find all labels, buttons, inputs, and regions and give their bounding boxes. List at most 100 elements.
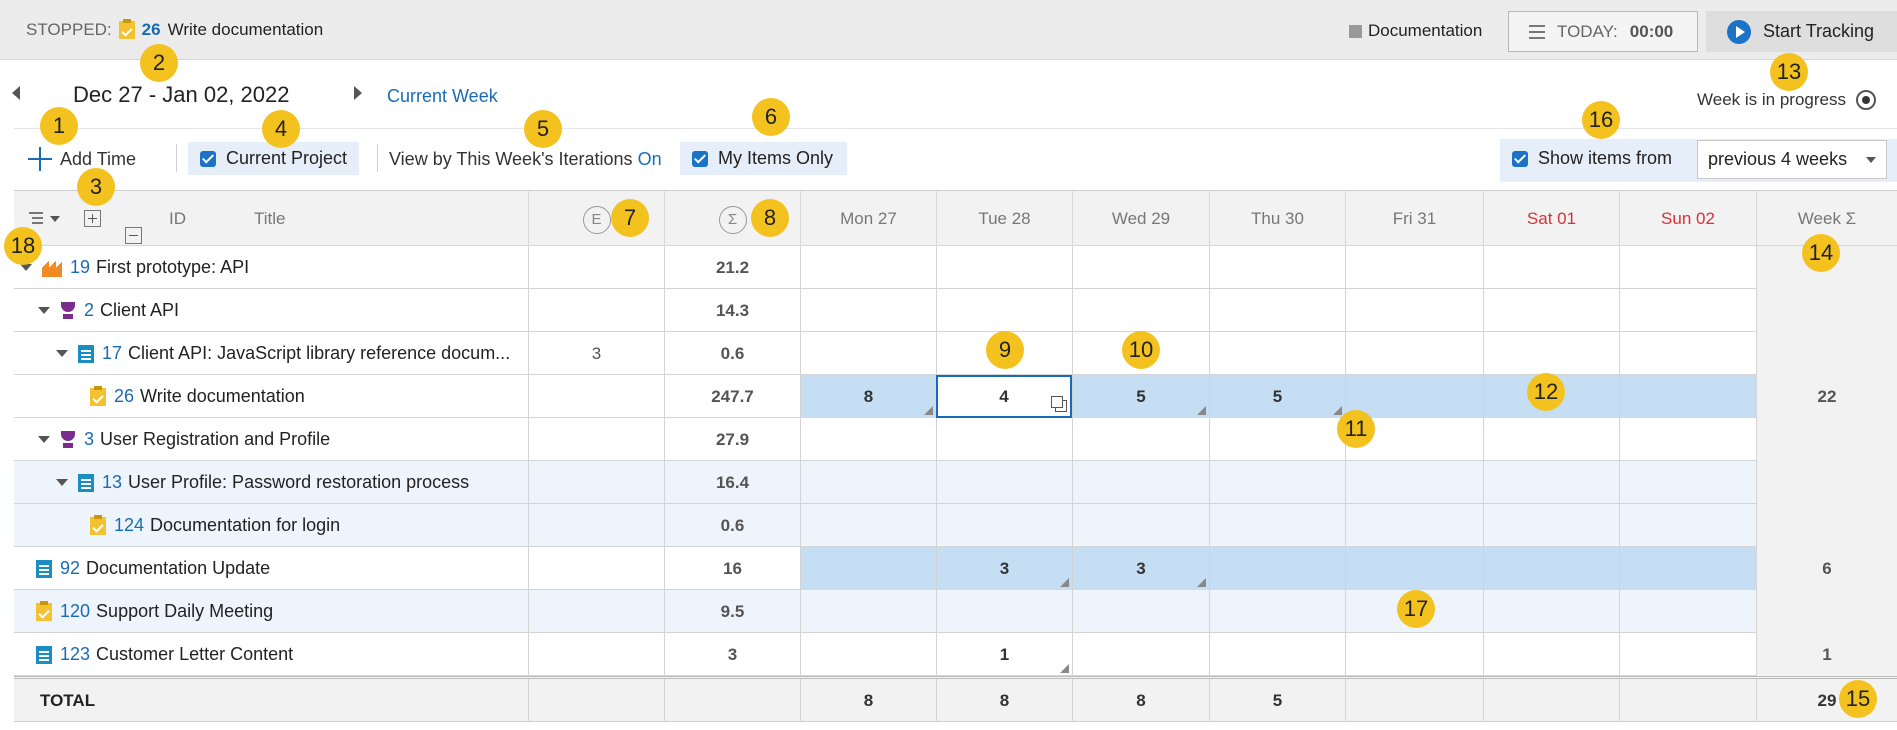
time-input-cell[interactable] — [1483, 633, 1619, 676]
time-input-cell[interactable] — [800, 590, 936, 633]
table-row[interactable]: 26 Write documentation 247.7 8 4 5 5 22 — [14, 375, 1897, 418]
previous-week-arrow-icon[interactable] — [12, 86, 20, 100]
time-input-cell[interactable] — [1209, 547, 1345, 590]
row-title-link[interactable]: Customer Letter Content — [96, 644, 294, 664]
time-input-cell[interactable] — [1072, 633, 1209, 676]
column-header-day[interactable]: Sun 02 — [1619, 191, 1756, 246]
row-id-link[interactable]: 13 — [102, 472, 123, 492]
table-row[interactable]: 2 Client API 14.3 — [14, 289, 1897, 332]
tracked-task-id[interactable]: 26 — [141, 20, 161, 39]
time-input-cell[interactable] — [800, 504, 936, 547]
column-header-day[interactable]: Thu 30 — [1209, 191, 1345, 246]
row-title-link[interactable]: Write documentation — [140, 386, 305, 406]
table-row[interactable]: 13 User Profile: Password restoration pro… — [14, 461, 1897, 504]
time-input-cell[interactable] — [1619, 590, 1756, 633]
radio-icon[interactable] — [1855, 90, 1876, 110]
collapse-toggle-icon[interactable] — [56, 350, 68, 357]
start-tracking-button[interactable]: Start Tracking — [1706, 11, 1897, 52]
column-header-id[interactable]: ID — [169, 209, 186, 228]
time-input-cell[interactable] — [1483, 246, 1619, 289]
row-id-link[interactable]: 123 — [60, 644, 91, 664]
add-time-button[interactable]: Add Time — [28, 146, 136, 172]
time-input-cell[interactable] — [1072, 504, 1209, 547]
table-row[interactable]: 3 User Registration and Profile 27.9 — [14, 418, 1897, 461]
comment-corner-icon[interactable] — [1060, 578, 1069, 587]
time-input-cell[interactable] — [936, 504, 1072, 547]
current-week-link[interactable]: Current Week — [387, 86, 498, 106]
collapse-toggle-icon[interactable] — [38, 436, 50, 443]
time-input-cell[interactable] — [1483, 418, 1619, 461]
row-title-link[interactable]: User Profile: Password restoration proce… — [128, 472, 470, 492]
time-input-cell[interactable] — [1209, 504, 1345, 547]
time-input-cell[interactable] — [1345, 375, 1483, 418]
time-input-cell[interactable] — [1072, 289, 1209, 332]
row-title-link[interactable]: Support Daily Meeting — [96, 601, 274, 621]
time-input-cell[interactable] — [1483, 332, 1619, 375]
time-input-cell[interactable] — [1072, 590, 1209, 633]
time-input-cell[interactable] — [1209, 418, 1345, 461]
column-header-day[interactable]: Tue 28 — [936, 191, 1072, 246]
current-project-toggle[interactable]: Current Project — [188, 142, 360, 175]
time-input-cell[interactable] — [1619, 246, 1756, 289]
row-id-link[interactable]: 26 — [114, 386, 135, 406]
tracked-task-title[interactable]: Write documentation — [167, 20, 324, 39]
time-input-cell[interactable] — [1209, 633, 1345, 676]
time-input-cell[interactable] — [800, 461, 936, 504]
time-input-cell[interactable] — [800, 332, 936, 375]
time-input-cell[interactable] — [1483, 289, 1619, 332]
time-input-cell[interactable] — [1345, 246, 1483, 289]
time-input-cell[interactable] — [800, 633, 936, 676]
time-input-cell[interactable] — [1345, 547, 1483, 590]
row-id-link[interactable]: 19 — [70, 257, 91, 277]
view-by-state[interactable]: On — [637, 149, 662, 169]
chevron-down-icon[interactable] — [50, 216, 60, 222]
expand-all-icon[interactable] — [84, 210, 101, 227]
checkbox-icon[interactable] — [1512, 150, 1528, 167]
time-input-cell[interactable] — [1483, 461, 1619, 504]
time-input-cell[interactable] — [1619, 375, 1756, 418]
period-dropdown[interactable]: previous 4 weeks — [1697, 140, 1887, 179]
comment-corner-icon[interactable] — [924, 406, 933, 415]
row-title-link[interactable]: Documentation for login — [150, 515, 341, 535]
time-input-cell[interactable] — [1483, 547, 1619, 590]
row-id-link[interactable]: 92 — [60, 558, 81, 578]
comment-corner-icon[interactable] — [1197, 406, 1206, 415]
time-input-cell[interactable] — [936, 590, 1072, 633]
time-input-cell[interactable] — [1345, 289, 1483, 332]
time-input-cell[interactable] — [1619, 418, 1756, 461]
time-input-cell[interactable] — [1072, 332, 1209, 375]
today-summary-button[interactable]: TODAY: 00:00 — [1508, 11, 1698, 52]
time-input-cell[interactable] — [1345, 332, 1483, 375]
time-input-cell[interactable] — [1209, 461, 1345, 504]
collapse-all-icon[interactable] — [125, 227, 142, 244]
table-row[interactable]: 92 Documentation Update 16 3 3 6 — [14, 547, 1897, 590]
row-title-link[interactable]: User Registration and Profile — [100, 429, 331, 449]
time-input-cell[interactable] — [800, 418, 936, 461]
time-input-cell[interactable] — [1619, 289, 1756, 332]
checkbox-icon[interactable] — [200, 150, 216, 167]
time-input-cell[interactable] — [936, 289, 1072, 332]
activity-selector[interactable]: Documentation — [1349, 21, 1482, 41]
time-input-cell[interactable] — [1619, 504, 1756, 547]
time-input-cell[interactable] — [936, 461, 1072, 504]
time-input-cell[interactable]: 3 — [936, 547, 1072, 590]
time-input-cell[interactable] — [1619, 547, 1756, 590]
comment-corner-icon[interactable] — [1333, 406, 1342, 415]
time-input-cell[interactable] — [800, 547, 936, 590]
row-id-link[interactable]: 124 — [114, 515, 145, 535]
table-row[interactable]: 19 First prototype: API 21.2 — [14, 246, 1897, 289]
time-input-cell[interactable] — [1619, 332, 1756, 375]
column-header-title[interactable]: Title — [254, 209, 286, 228]
expand-cell-icon[interactable] — [1051, 396, 1067, 412]
row-id-link[interactable]: 2 — [84, 300, 95, 320]
time-input-cell[interactable] — [800, 289, 936, 332]
row-id-link[interactable]: 120 — [60, 601, 91, 621]
time-input-cell-selected[interactable]: 4 — [936, 375, 1072, 418]
time-input-cell[interactable] — [1209, 289, 1345, 332]
table-row[interactable]: 124 Documentation for login 0.6 — [14, 504, 1897, 547]
comment-corner-icon[interactable] — [1197, 578, 1206, 587]
table-row[interactable]: 17 Client API: JavaScript library referen… — [14, 332, 1897, 375]
column-header-sum[interactable]: Σ — [664, 191, 800, 246]
row-settings-icon[interactable] — [29, 212, 45, 226]
time-input-cell[interactable] — [1072, 461, 1209, 504]
